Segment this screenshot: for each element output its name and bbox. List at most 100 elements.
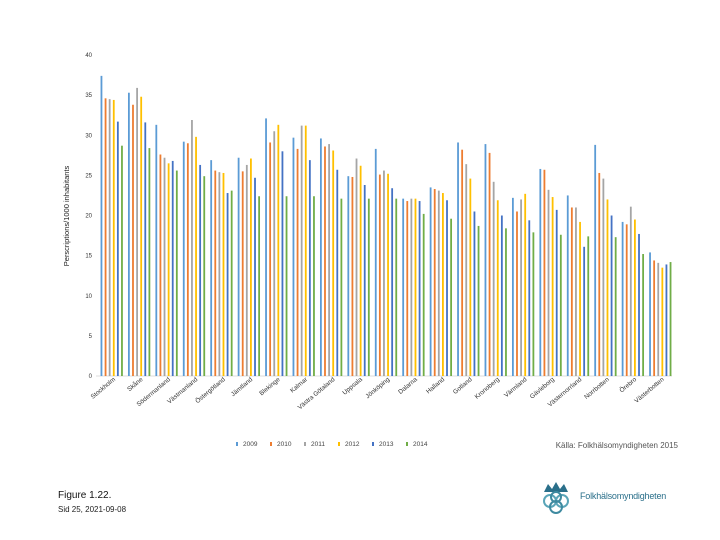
legend-swatch [236, 442, 238, 446]
bar [473, 211, 476, 376]
bar [610, 215, 613, 376]
bar [492, 181, 495, 376]
bar [634, 219, 636, 376]
legend-swatch [338, 442, 340, 446]
bar [657, 262, 660, 376]
category-labels: Stockholm SkåneSödermanlandVästmanlandÖst… [90, 375, 666, 411]
bar [104, 98, 107, 376]
bar [203, 176, 206, 376]
bar [265, 118, 267, 377]
bar [457, 142, 459, 376]
y-axis-title: Perscriptions/1000 inhabitants [62, 166, 71, 267]
y-tick-label: 0 [89, 374, 93, 380]
bar [300, 125, 303, 377]
bar [418, 201, 421, 376]
bar [383, 170, 385, 376]
bar [446, 200, 448, 376]
category-label: Uppsala [341, 376, 364, 397]
bar [461, 149, 464, 376]
legend-label: 2012 [345, 441, 360, 448]
legend-label: 2010 [277, 441, 292, 448]
bar [422, 213, 425, 376]
bar [214, 170, 217, 376]
y-tick-label: 20 [85, 214, 92, 220]
bar [566, 195, 569, 376]
y-tick-label: 5 [89, 334, 93, 340]
bar [528, 220, 531, 376]
category-label: Örebro [618, 375, 639, 394]
bar [351, 176, 354, 376]
category-label: Gävleborg [529, 376, 556, 401]
bar [237, 157, 240, 376]
bar [450, 218, 453, 376]
bar [116, 121, 119, 376]
bar [140, 96, 143, 376]
bar [285, 196, 288, 376]
bar [587, 236, 590, 376]
bar [465, 164, 468, 376]
y-tick-label: 10 [85, 294, 92, 300]
category-label: Jönköping [364, 376, 391, 400]
legend-swatch [270, 442, 272, 446]
bar [442, 193, 444, 376]
category-label: Stockholm [90, 376, 117, 401]
bar [511, 197, 514, 376]
bar [304, 125, 307, 377]
bar [245, 164, 248, 376]
category-label: Kronoberg [474, 376, 502, 401]
bar [520, 199, 522, 376]
bar [378, 174, 381, 376]
bar [108, 99, 111, 376]
bar [296, 148, 299, 376]
y-axis-ticks: 0 5 10 15 20 25 30 35 40 [85, 53, 92, 380]
bar [532, 232, 535, 376]
bar [374, 148, 377, 376]
category-label: Värmland [503, 376, 529, 399]
bar [132, 104, 134, 376]
bar [210, 160, 213, 376]
bar [429, 187, 432, 376]
bar [410, 198, 413, 376]
bar [500, 215, 503, 376]
bar [121, 145, 123, 376]
category-label: Östergötland [194, 375, 228, 405]
legend-label: 2011 [311, 441, 325, 448]
bar [269, 142, 272, 376]
bar [661, 267, 664, 376]
bar [625, 224, 628, 376]
bar [191, 120, 193, 376]
bar [555, 209, 558, 376]
category-label: Blekinge [258, 376, 282, 397]
bar [433, 189, 436, 376]
bar [308, 160, 311, 376]
bar [328, 144, 330, 376]
bar [230, 190, 233, 376]
y-tick-label: 30 [85, 133, 92, 139]
bar [469, 178, 472, 376]
bar [559, 234, 562, 376]
bar [516, 211, 518, 376]
logo-text: Folkhälsomyndigheten [580, 491, 667, 501]
bar [363, 185, 366, 376]
bar [159, 154, 162, 376]
bar [332, 150, 335, 376]
category-label: Dalarna [397, 376, 419, 396]
bar [281, 151, 284, 376]
bar [621, 221, 624, 376]
bar [273, 131, 276, 376]
y-tick-label: 35 [85, 93, 92, 99]
bar [355, 158, 358, 376]
bar [186, 143, 189, 376]
crown-logo-icon [543, 482, 569, 514]
category-label: Halland [425, 376, 446, 396]
bar [100, 75, 103, 377]
legend-swatch [372, 442, 374, 446]
bar [602, 178, 605, 376]
bar [649, 252, 651, 376]
bar [594, 144, 597, 376]
legend-label: 2009 [243, 441, 258, 448]
bar [171, 160, 174, 376]
bar [391, 188, 394, 376]
bar [579, 221, 581, 376]
bar [319, 138, 322, 376]
